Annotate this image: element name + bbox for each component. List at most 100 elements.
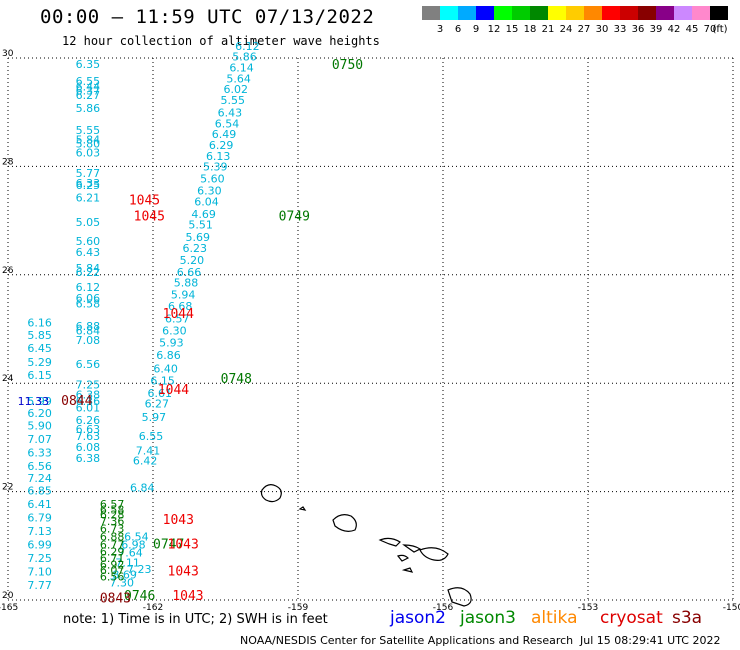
legend-swatch — [440, 6, 458, 20]
wave-height-value: 5.93 — [159, 336, 184, 349]
satellite-jason3: jason3 — [460, 608, 516, 628]
wave-height-value: 5.60 — [200, 173, 225, 186]
wave-height-value: 5.99 — [27, 395, 52, 408]
wave-height-value: 5.85 — [27, 329, 52, 342]
wave-height-value: 5.05 — [76, 216, 101, 229]
wave-height-value: 5.97 — [142, 411, 167, 424]
wave-height-value: 6.58 — [100, 503, 125, 516]
wave-height-value: 6.84 — [130, 482, 155, 495]
wave-height-value: 6.56 — [27, 460, 52, 473]
wave-height-value: 6.54 — [215, 117, 240, 130]
wave-height-value: 6.38 — [76, 452, 101, 465]
wave-height-value: 6.84 — [76, 324, 101, 337]
lon-tick-label: -162 — [143, 603, 163, 612]
wave-height-value: 7.08 — [76, 334, 101, 347]
wave-height-value: 6.43 — [218, 107, 243, 120]
wave-height-value: 7.30 — [110, 576, 135, 589]
legend-swatch — [584, 6, 602, 20]
lon-tick-label: -159 — [288, 603, 309, 612]
wave-height-value: 6.55 — [139, 430, 164, 443]
island-outline — [447, 587, 472, 607]
island-outline — [332, 514, 357, 532]
wave-height-value: 5.55 — [221, 94, 246, 107]
wave-height-value: 6.88 — [100, 530, 125, 543]
wave-height-value: 6.07 — [100, 564, 125, 577]
wave-height-value: 5.86 — [232, 51, 257, 64]
wave-height-value: 6.06 — [76, 292, 101, 305]
legend-swatch — [530, 6, 548, 20]
wave-height-value: 6.36 — [76, 395, 101, 408]
wave-height-value: 7.10 — [27, 566, 52, 579]
wave-height-value: 6.85 — [27, 484, 52, 497]
island-outline — [419, 547, 449, 561]
island-outline — [396, 554, 410, 562]
wave-height-value: 5.39 — [203, 161, 228, 174]
wave-height-value: 6.63 — [76, 423, 101, 436]
lon-tick-label: -153 — [578, 603, 598, 612]
wave-height-value: 7.64 — [118, 547, 143, 560]
pass-time-label: 1043 — [163, 513, 194, 528]
wave-height-value: 5.69 — [185, 231, 210, 244]
wave-height-value: 7.36 — [100, 515, 125, 528]
wave-height-value: 6.56 — [100, 570, 125, 583]
legend-label: 42 — [668, 24, 681, 35]
wave-height-value: 6.21 — [76, 192, 101, 205]
pass-time-label: 0746 — [124, 589, 155, 604]
wave-height-value: 7.23 — [127, 563, 152, 576]
pass-time-label: 1045 — [134, 210, 165, 225]
wave-height-value: 6.33 — [27, 446, 52, 459]
page-subtitle: 12 hour collection of altimeter wave hei… — [62, 34, 380, 48]
generated-timestamp: Jul 15 08:29:41 UTC 2022 — [580, 634, 721, 647]
wave-height-value: 6.58 — [76, 297, 101, 310]
wave-height-value: 6.25 — [76, 179, 101, 192]
satellite-altika: altika — [531, 608, 578, 628]
wave-height-value: 6.33 — [76, 177, 101, 190]
wave-height-value: 6.66 — [177, 266, 202, 279]
legend-swatch — [566, 6, 584, 20]
wave-height-value: 7.25 — [76, 379, 101, 392]
legend-label: 33 — [614, 24, 627, 35]
wave-height-value: 6.49 — [212, 128, 237, 141]
wave-height-value: 7.24 — [27, 472, 52, 485]
wave-height-value: 7.13 — [27, 525, 52, 538]
legend-label: 39 — [650, 24, 663, 35]
wave-height-value: 7.63 — [76, 430, 101, 443]
wave-height-map[interactable]: -165 -162 -159 -156 -153 -150 30 28 26 24 22 20 6.35… — [0, 0, 740, 612]
wave-height-value: 6.92 — [100, 559, 125, 572]
wave-height-value: 6.37 — [76, 84, 101, 97]
wave-height-value: 6.77 — [100, 539, 125, 552]
legend-swatch — [674, 6, 692, 20]
wave-height-value: 6.57 — [165, 312, 190, 325]
wave-height-value: 8.69 — [112, 568, 137, 581]
legend-label: 15 — [506, 24, 519, 35]
wave-height-value: 6.04 — [194, 195, 219, 208]
wave-height-value: 6.03 — [76, 147, 101, 160]
pass-time-label: 1044 — [158, 383, 189, 398]
legend-swatch — [602, 6, 620, 20]
lat-tick-label: 28 — [2, 157, 14, 167]
wave-height-value: 6.29 — [100, 546, 125, 559]
wave-height-value: 6.86 — [156, 349, 181, 362]
wave-height-value: 6.35 — [76, 58, 101, 71]
wave-height-value: 7.07 — [27, 433, 52, 446]
wave-height-value: 6.79 — [27, 511, 52, 524]
wave-height-value: 6.42 — [133, 455, 158, 468]
legend-label: 24 — [560, 24, 573, 35]
wave-height-value: 6.98 — [121, 539, 146, 552]
island-outline — [402, 544, 422, 553]
island-outline — [298, 506, 307, 511]
legend-unit: (ft) — [712, 24, 727, 35]
legend-label: 9 — [473, 24, 479, 35]
wave-height-value: 5.90 — [27, 419, 52, 432]
satellite-jason2: jason2 — [390, 608, 446, 628]
satellite-cryosat: cryosat — [600, 608, 663, 628]
wave-height-value: 5.55 — [76, 124, 101, 137]
wave-height-value: 6.20 — [27, 407, 52, 420]
wave-height-value: 6.02 — [223, 83, 248, 96]
wave-height-value: 5.29 — [27, 356, 52, 369]
legend-label: 70 — [704, 24, 717, 35]
wave-height-value: 5.60 — [76, 235, 101, 248]
wave-height-value: 6.15 — [150, 374, 175, 387]
pass-time-label: 1043 — [168, 565, 199, 580]
wave-height-value: 7.25 — [27, 552, 52, 565]
